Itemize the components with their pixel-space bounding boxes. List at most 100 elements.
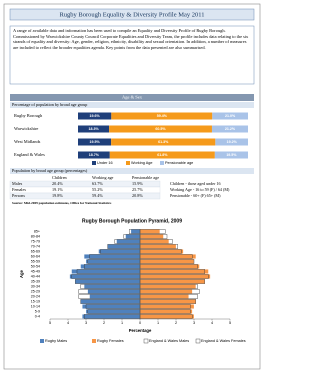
title-bar [9,8,255,21]
pyramid-bar [139,254,196,259]
value-label: 19.2% [227,140,238,144]
age-label: 25-29 [31,289,40,293]
table-cell: 19.1% [52,187,63,192]
legend-swatch [40,339,44,343]
pyramid-bar [116,239,141,244]
bar-segment [109,125,212,133]
value-label: 21.0% [225,114,236,118]
pyramid-bar [139,304,195,309]
reference-bar [139,304,191,309]
x-tick-label: 4 [67,321,69,325]
age-label: 0-4 [35,314,40,318]
legend-label: Rugby Females [97,339,124,343]
age-label: 15-19 [31,299,40,303]
pyramid-bar [84,254,141,259]
pyramid-bar [130,229,141,234]
reference-bar [139,284,198,289]
pyramid-bar [139,269,209,274]
bar-segment [211,125,248,133]
table-cell: 15.9% [132,181,143,186]
legend-label: Pensionable age [165,161,193,165]
table-note: Children - those aged under 16 [170,181,221,186]
pyramid-bar [87,289,141,294]
table-row [9,192,161,200]
y-label: Age [19,269,24,278]
age-label: 5-9 [35,309,40,313]
x-tick-label: 5 [229,321,231,325]
table-header-cell: Pensionable age [132,175,159,180]
reference-bar [139,279,206,284]
section-title: Age & Sex [122,95,143,100]
reference-bar [139,229,166,234]
value-label: 21.2% [225,127,236,131]
reference-bar [139,294,198,299]
bar-segment [214,151,248,159]
table-cell: Persons [12,193,25,198]
age-label: 70-74 [31,244,40,248]
legend-swatch [160,161,164,165]
value-label: 19.5% [226,153,237,157]
reference-bar [139,234,168,239]
x-tick-label: 4 [211,321,213,325]
x-tick-label: 3 [85,321,87,325]
value-label: 19.6% [90,114,101,118]
bar-segment [212,112,248,120]
x-tick-label: 1 [121,321,123,325]
pyramid-bar [80,299,141,304]
bar-segment [109,151,215,159]
reference-bar [139,259,195,264]
table-cell: 59.4% [92,193,103,198]
table-cell: 20.8% [132,193,143,198]
pyramid-bar [125,234,141,239]
pyramid-bar [84,284,141,289]
page-border [3,3,261,370]
pyramid-bar [139,309,193,314]
bar-segment [78,125,110,133]
title: Rugby Borough Equality & Diversity Profi… [59,11,204,18]
chart-title: Percentage of population by broad age gr… [12,102,87,107]
pyramid-bar [139,274,211,279]
pyramid-bar [82,304,141,309]
value-label: 61.8% [157,153,168,157]
x-tick-label: 2 [175,321,177,325]
section-bar [10,94,254,101]
pyramid-bar [139,289,193,294]
table-title: Population by broad age group (percentag… [12,168,88,173]
pyramid-bar [139,259,195,264]
pyramid-bar [139,299,196,304]
value-label: 18.7% [89,153,100,157]
legend-label: Under 16 [97,161,113,165]
chart-header [10,102,254,108]
intro-wrap: A range of available data and informatio… [13,28,249,50]
pyramid-bar [139,244,177,249]
pyramid-bar [139,284,196,289]
table-cell: Males [12,181,23,186]
age-label: 60-64 [31,254,40,258]
reference-bar [139,299,196,304]
reference-bar [139,239,173,244]
pyramid-bar [139,234,164,239]
pyramid-bar [107,244,141,249]
pyramid-bar [139,294,189,299]
legend-swatch [143,338,149,344]
age-label: 40-44 [31,274,40,278]
legend-swatch [92,339,96,343]
reference-bar [139,309,191,314]
value-label: 61.3% [158,140,169,144]
age-label: 35-39 [31,279,40,283]
reference-bar [139,269,206,274]
age-label: 20-24 [31,294,40,298]
pyramid-bar [71,269,141,274]
x-tick-label: 3 [193,321,195,325]
legend-swatch [126,161,130,165]
pyramid-bar [139,239,169,244]
table-cell: 63.7% [92,181,103,186]
age-label: 50-54 [31,264,40,268]
bar-segment [78,151,110,159]
value-label: 18.3% [88,127,99,131]
intro-text: A range of available data and informatio… [13,28,249,50]
bar-segment [78,112,112,120]
value-label: 60.5% [155,127,166,131]
pyramid-bar [75,279,141,284]
reference-bar [139,244,178,249]
